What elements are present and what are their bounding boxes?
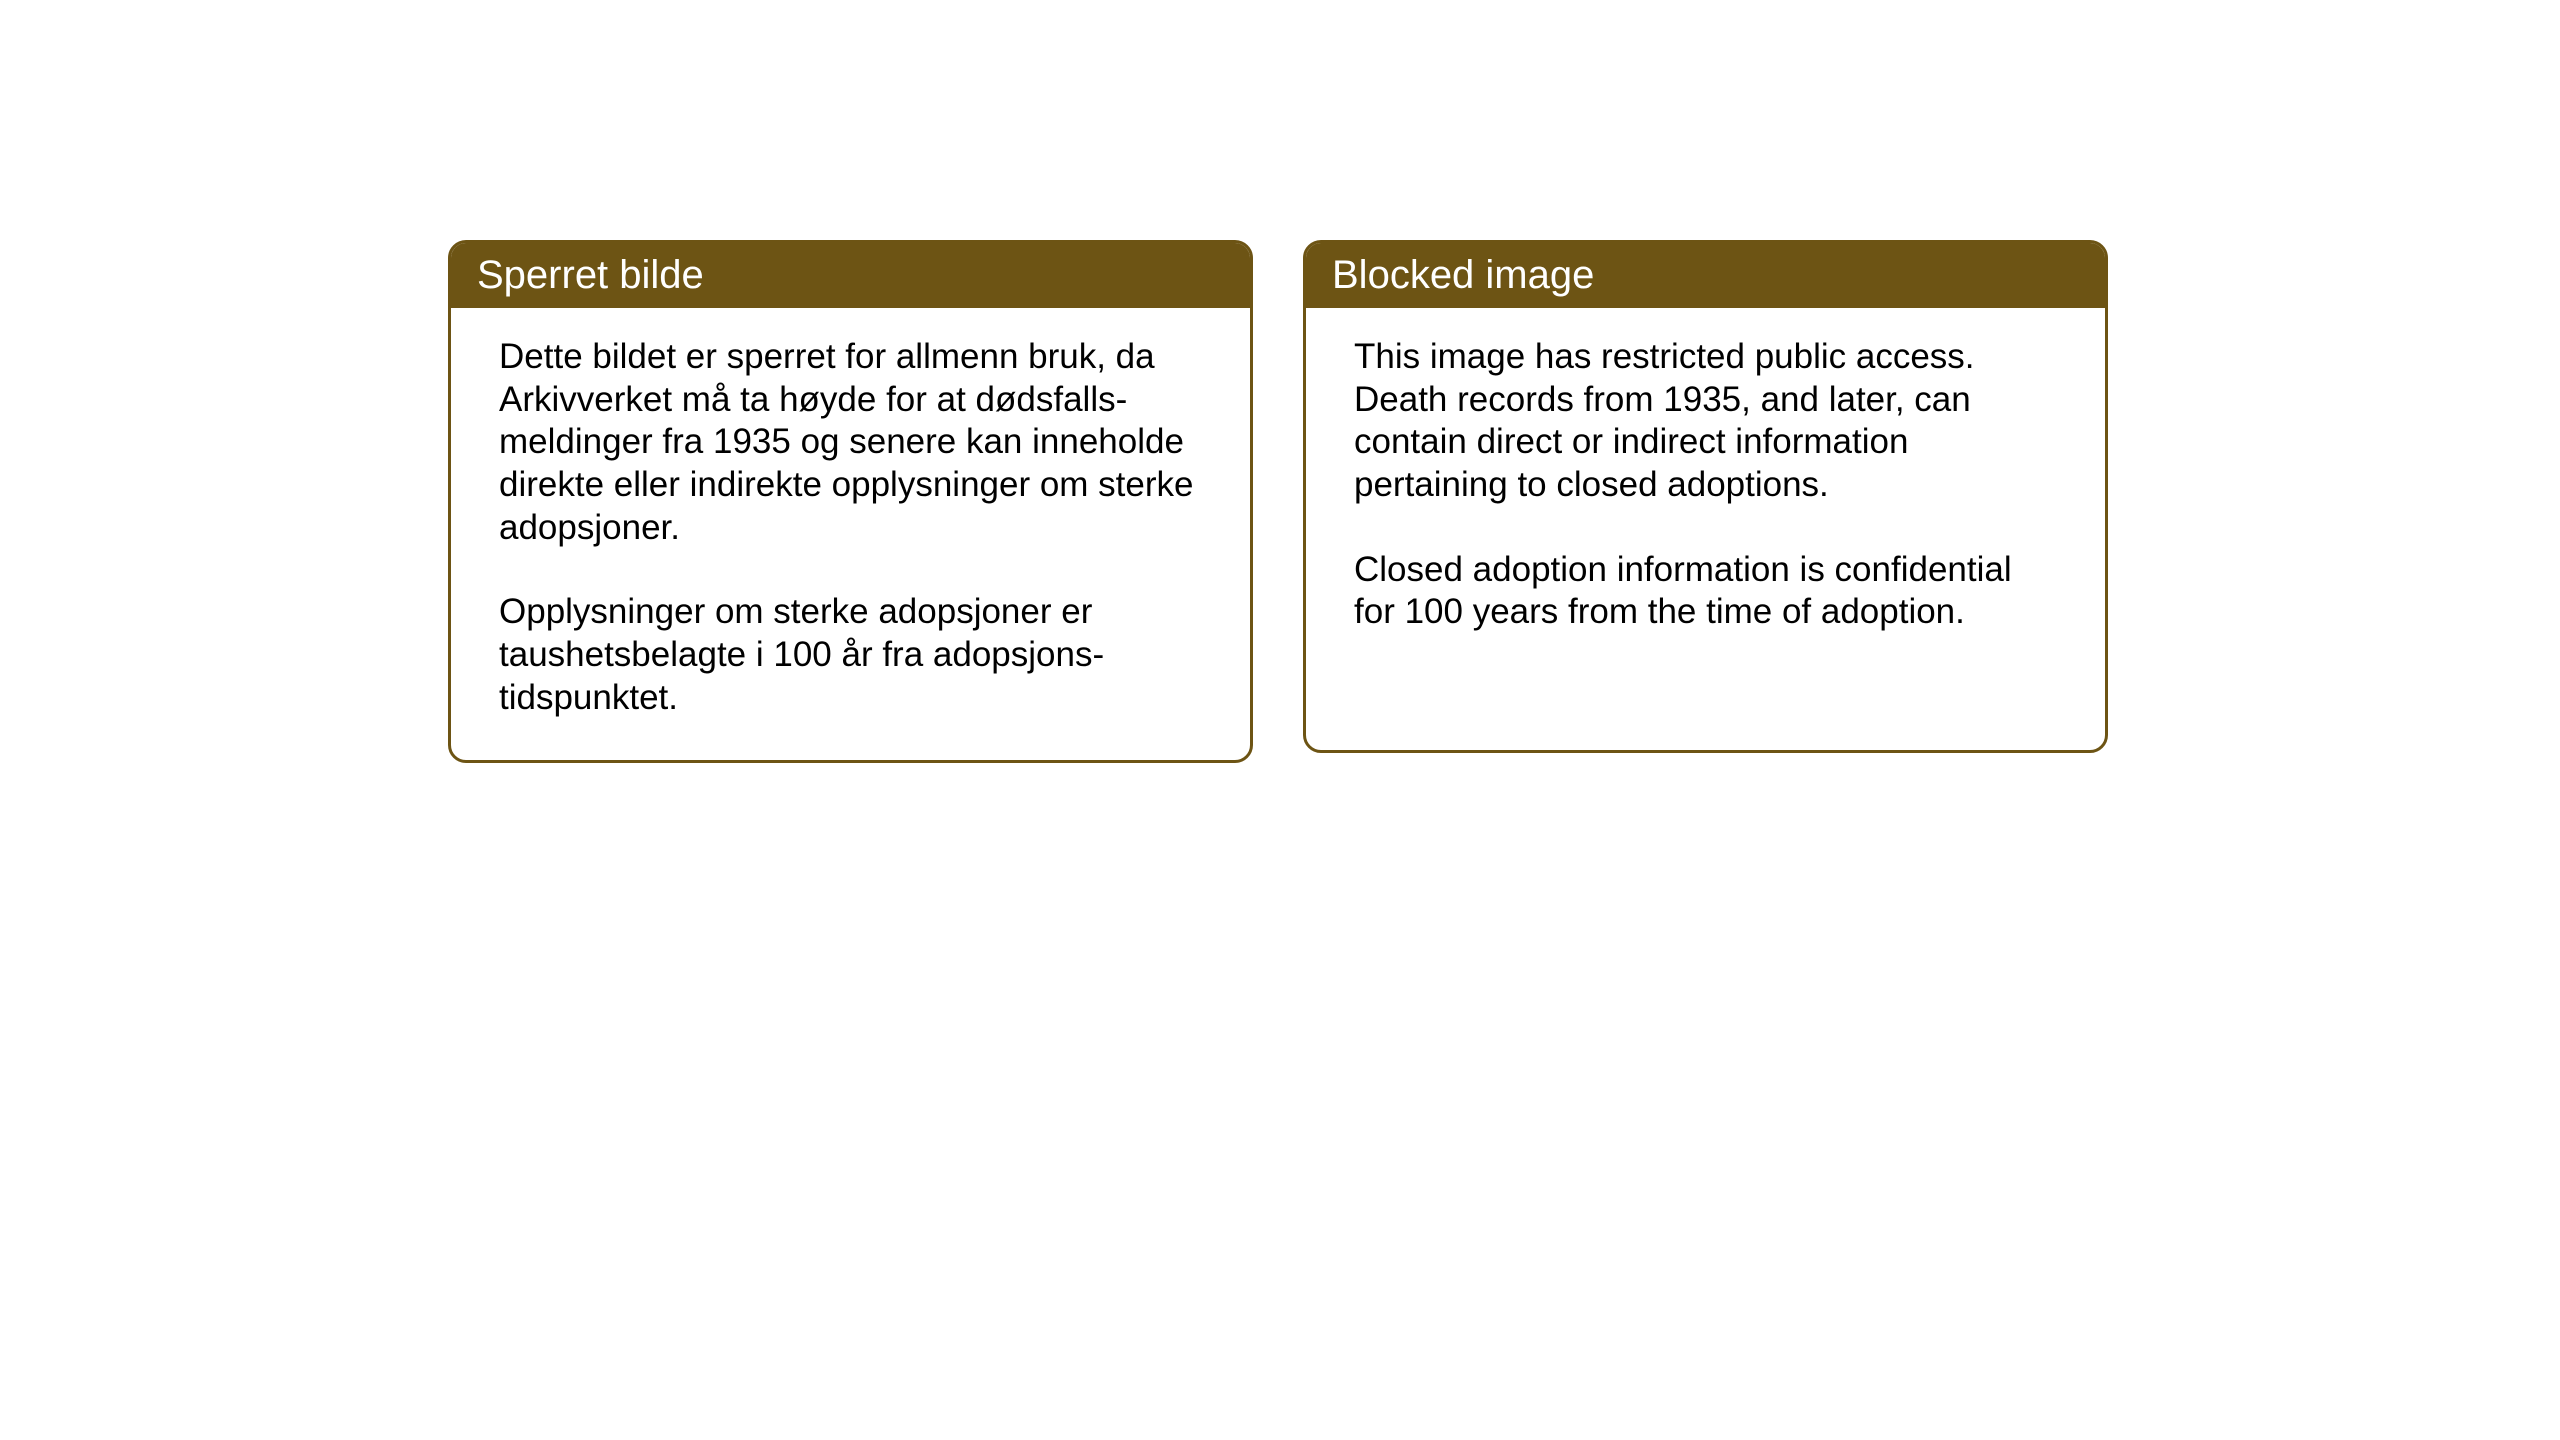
card-paragraph-2-norwegian: Opplysninger om sterke adopsjoner er tau… xyxy=(499,591,1202,719)
card-title-norwegian: Sperret bilde xyxy=(477,253,704,297)
card-body-norwegian: Dette bildet er sperret for allmenn bruk… xyxy=(451,308,1250,760)
card-container: Sperret bilde Dette bildet er sperret fo… xyxy=(448,240,2108,763)
card-body-english: This image has restricted public access.… xyxy=(1306,308,2105,674)
card-title-english: Blocked image xyxy=(1332,253,1594,297)
blocked-image-card-english: Blocked image This image has restricted … xyxy=(1303,240,2108,753)
card-paragraph-2-english: Closed adoption information is confident… xyxy=(1354,549,2057,634)
blocked-image-card-norwegian: Sperret bilde Dette bildet er sperret fo… xyxy=(448,240,1253,763)
card-header-norwegian: Sperret bilde xyxy=(451,243,1250,308)
card-paragraph-1-norwegian: Dette bildet er sperret for allmenn bruk… xyxy=(499,336,1202,549)
card-header-english: Blocked image xyxy=(1306,243,2105,308)
card-paragraph-1-english: This image has restricted public access.… xyxy=(1354,336,2057,507)
